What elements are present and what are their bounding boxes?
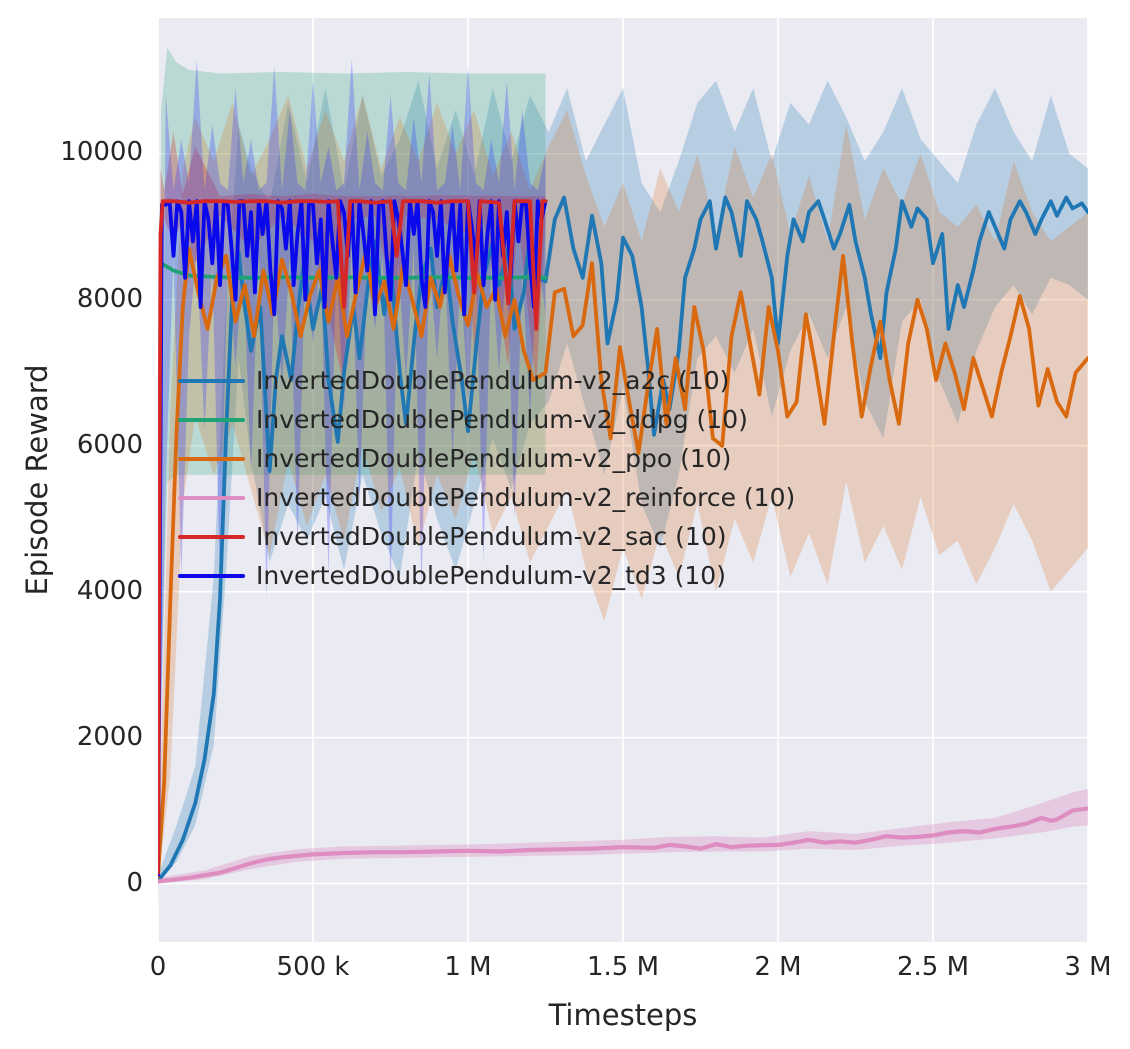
x-tick-1-5m: 1.5 M	[586, 952, 660, 982]
legend-row-ddpg: InvertedDoublePendulum-v2_ddpg (10)	[178, 400, 795, 439]
series-line-InvertedDoublePendulum-v2_reinforce	[158, 806, 1088, 884]
legend-line-swatch-td3	[178, 573, 245, 578]
y-tick-4000: 4000	[76, 576, 143, 606]
legend-label-ppo: InvertedDoublePendulum-v2_ppo (10)	[256, 444, 732, 473]
legend-line-swatch-sac	[178, 534, 245, 539]
legend: InvertedDoublePendulum-v2_a2c (10) Inver…	[178, 361, 795, 595]
legend-label-td3: InvertedDoublePendulum-v2_td3 (10)	[256, 561, 726, 590]
x-tick-2m: 2 M	[754, 952, 802, 982]
y-tick-8000: 8000	[76, 284, 143, 314]
legend-row-td3: InvertedDoublePendulum-v2_td3 (10)	[178, 556, 795, 595]
legend-line-swatch-reinforce	[178, 495, 245, 500]
legend-label-ddpg: InvertedDoublePendulum-v2_ddpg (10)	[256, 405, 748, 434]
legend-label-reinforce: InvertedDoublePendulum-v2_reinforce (10)	[256, 483, 796, 512]
legend-line-swatch-a2c	[178, 378, 245, 383]
legend-line-swatch-ddpg	[178, 417, 245, 422]
y-tick-6000: 6000	[76, 430, 143, 460]
x-tick-1m: 1 M	[444, 952, 492, 982]
series-line-InvertedDoublePendulum-v2_sac	[158, 199, 548, 875]
y-tick-2000: 2000	[76, 722, 143, 752]
legend-label-a2c: InvertedDoublePendulum-v2_a2c (10)	[256, 366, 730, 395]
series-line-InvertedDoublePendulum-v2_a2c	[158, 195, 1088, 883]
legend-row-sac: InvertedDoublePendulum-v2_sac (10)	[178, 517, 795, 556]
y-axis-title: Episode Reward	[20, 364, 54, 596]
x-tick-0: 0	[149, 952, 167, 982]
y-tick-10000: 10000	[60, 137, 143, 167]
legend-label-sac: InvertedDoublePendulum-v2_sac (10)	[256, 522, 727, 551]
legend-row-a2c: InvertedDoublePendulum-v2_a2c (10)	[178, 361, 795, 400]
legend-row-ppo: InvertedDoublePendulum-v2_ppo (10)	[178, 439, 795, 478]
legend-row-reinforce: InvertedDoublePendulum-v2_reinforce (10)	[178, 478, 795, 517]
x-tick-500k: 500 k	[276, 952, 350, 982]
legend-line-swatch-ppo	[178, 456, 245, 461]
x-tick-3m: 3 M	[1064, 952, 1112, 982]
x-axis-title: Timesteps	[548, 998, 698, 1032]
series-line-InvertedDoublePendulum-v2_ppo	[158, 246, 1088, 879]
x-tick-2-5m: 2.5 M	[896, 952, 970, 982]
y-tick-0: 0	[126, 868, 143, 898]
